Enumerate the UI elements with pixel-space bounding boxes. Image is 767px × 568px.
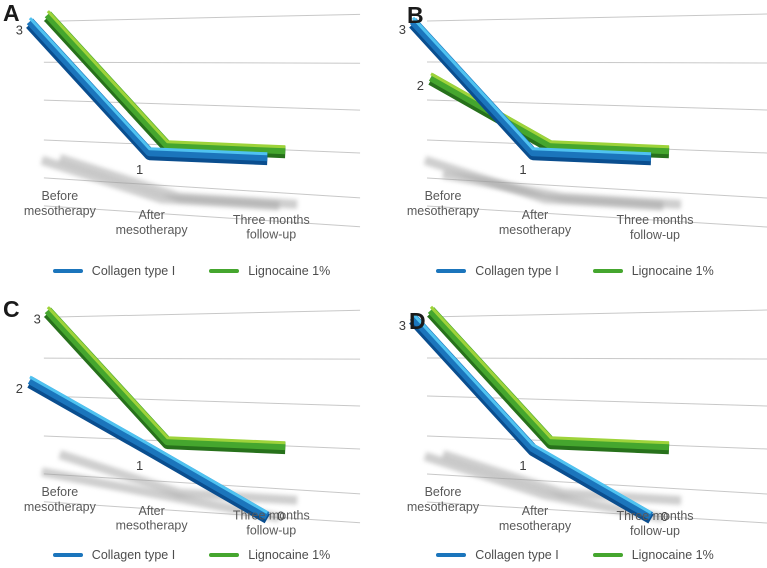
x-axis-label: After mesotherapy: [499, 208, 572, 237]
gridline: [43, 99, 361, 111]
gridline: [426, 205, 767, 228]
panel-B: B 3 2 1 Before mesotherapy After mesotherapy Th…: [383, 0, 767, 284]
legend-swatch-lignocaine: [209, 269, 240, 273]
x-axis-label: After mesotherapy: [116, 504, 189, 533]
legend-label-lignocaine: Lignocaine 1%: [631, 548, 714, 562]
ribbon-collagen: [26, 18, 268, 162]
gridline: [43, 395, 361, 407]
x-axis-label: Before mesotherapy: [407, 485, 480, 514]
value-label: 3: [34, 311, 41, 326]
ribbon-shadow: [441, 450, 682, 505]
legend-label-lignocaine: Lignocaine 1%: [248, 548, 331, 562]
legend-B: Collagen type I Lignocaine 1%: [383, 264, 767, 278]
legend-label-collagen: Collagen type I: [475, 548, 559, 562]
panel-letter-B: B: [407, 2, 424, 28]
ribbon-lignocaine: [428, 73, 670, 155]
legend-label-lignocaine: Lignocaine 1%: [248, 264, 331, 278]
legend-label-collagen: Collagen type I: [91, 548, 176, 562]
ribbon-lignocaine: [44, 11, 286, 155]
ribbon-shadow: [423, 451, 664, 523]
value-label: 1: [136, 162, 143, 177]
legend-D: Collagen type I Lignocaine 1%: [383, 548, 767, 562]
ribbon-collagen: [27, 376, 270, 520]
legend-swatch-collagen: [436, 269, 467, 273]
legend-swatch-lignocaine: [592, 553, 623, 557]
ribbon-collagen-highlight: [29, 375, 269, 514]
panel-letter-C: C: [3, 296, 20, 322]
value-label: 0: [661, 509, 668, 524]
x-axis-label: Before mesotherapy: [24, 189, 97, 218]
legend-swatch-collagen: [52, 269, 83, 273]
panel-D: D 3 1 0 Before mesotherapy After mesotherapy Th…: [383, 284, 767, 568]
ribbon-lignocaine-highlight: [46, 306, 286, 445]
ribbon-lignocaine: [44, 307, 286, 451]
value-label: 3: [399, 318, 406, 333]
value-label: 1: [136, 458, 143, 473]
x-axis-label: Three months follow-up: [233, 509, 310, 538]
gridline: [43, 205, 361, 228]
legend-label-collagen: Collagen type I: [475, 264, 559, 278]
value-label: 1: [519, 162, 526, 177]
line-chart-D: 3 1 0 Before mesotherapy After mesotherapy Thre…: [399, 305, 767, 538]
x-axis-label: After mesotherapy: [499, 504, 572, 533]
gridline: [43, 13, 361, 22]
panel-C: C 2 3 1 0 Before mesotherapy After mesotherapy T…: [0, 284, 383, 568]
legend-C: Collagen type I Lignocaine 1%: [0, 548, 383, 562]
ribbon-collagen: [409, 18, 652, 162]
ribbon-lignocaine-highlight: [429, 305, 670, 445]
gridline: [43, 501, 361, 524]
gridline: [426, 309, 767, 318]
panel-letter-A: A: [3, 0, 20, 26]
line-chart-C: 2 3 1 0 Before mesotherapy After mesotherapy Thr…: [16, 306, 361, 538]
legend-swatch-collagen: [52, 553, 83, 557]
value-label: 1: [519, 458, 526, 473]
value-label: 2: [417, 78, 424, 93]
legend-label-collagen: Collagen type I: [91, 264, 176, 278]
legend-swatch-lignocaine: [592, 269, 623, 273]
ribbon-collagen-highlight: [411, 312, 652, 515]
ribbon-collagen-highlight: [411, 16, 652, 156]
line-chart-A: 3 1 Before mesotherapy After mesotherapy Three…: [16, 10, 361, 242]
legend-swatch-collagen: [436, 553, 467, 557]
ribbon-shadow: [40, 155, 280, 211]
gridline: [426, 61, 767, 64]
ribbon-collagen: [409, 314, 654, 520]
x-axis-label: Three months follow-up: [616, 509, 693, 538]
gridline: [426, 13, 767, 22]
value-label: 3: [16, 22, 23, 37]
legend-A: Collagen type I Lignocaine 1%: [0, 264, 383, 278]
gridline: [426, 357, 767, 360]
line-chart-B: 3 2 1 Before mesotherapy After mesotherapy Thre…: [399, 13, 767, 242]
legend-label-lignocaine: Lignocaine 1%: [631, 264, 714, 278]
ribbon-lignocaine: [427, 307, 670, 451]
legend-swatch-lignocaine: [209, 553, 240, 557]
x-axis-label: Three months follow-up: [233, 213, 310, 242]
x-axis-label: Three months follow-up: [616, 213, 693, 242]
panel-letter-D: D: [409, 308, 426, 334]
ribbon-lignocaine-highlight: [46, 10, 286, 149]
gridline: [426, 501, 767, 524]
ribbon-collagen-edge: [26, 20, 268, 166]
x-axis-label: Before mesotherapy: [407, 189, 480, 218]
ribbon-lignocaine-edge: [44, 309, 286, 455]
ribbon-shadow: [423, 155, 664, 211]
value-label: 3: [399, 22, 406, 37]
value-label: 0: [277, 509, 284, 524]
value-label: 2: [16, 381, 23, 396]
ribbon-shadow: [58, 450, 298, 505]
gridline: [43, 309, 361, 318]
ribbon-collagen-highlight: [28, 17, 268, 156]
panel-A: A 3 1 Before mesotherapy After mesotherapy Thr…: [0, 0, 383, 284]
x-axis-label: After mesotherapy: [116, 208, 189, 237]
ribbon-lignocaine-highlight: [430, 72, 670, 149]
ribbon-shadow: [41, 467, 281, 523]
x-axis-label: Before mesotherapy: [24, 485, 97, 514]
